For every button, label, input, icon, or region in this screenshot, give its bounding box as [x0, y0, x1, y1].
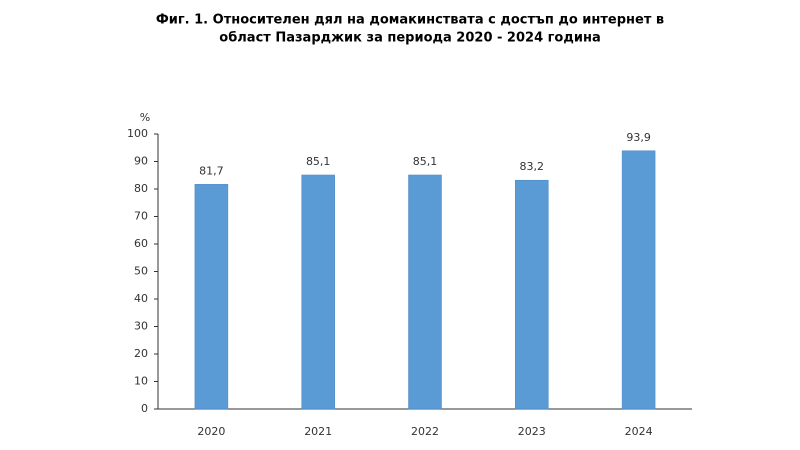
- chart-title: област Пазарджик за периода 2020 - 2024 …: [219, 31, 600, 46]
- value-label: 85,1: [413, 155, 438, 168]
- x-tick-label: 2023: [518, 425, 546, 438]
- y-tick-label: 80: [134, 182, 148, 195]
- bar: [515, 179, 549, 410]
- x-tick-label: 2020: [197, 425, 225, 438]
- value-label: 93,9: [626, 131, 651, 144]
- x-tick-label: 2024: [625, 425, 653, 438]
- y-tick-label: 100: [127, 127, 148, 140]
- y-axis-label: %: [140, 111, 150, 124]
- y-tick-label: 50: [134, 265, 148, 278]
- y-tick-label: 10: [134, 375, 148, 388]
- bar: [194, 184, 229, 410]
- value-label: 85,1: [306, 155, 331, 168]
- bar: [621, 150, 656, 410]
- y-tick-label: 90: [134, 155, 148, 168]
- y-tick-label: 20: [134, 347, 148, 360]
- chart-title: Фиг. 1. Относителен дял на домакинствата…: [156, 13, 664, 28]
- value-label: 81,7: [199, 164, 224, 177]
- y-tick-label: 70: [134, 210, 148, 223]
- value-label: 83,2: [520, 160, 545, 173]
- y-tick-label: 0: [141, 402, 148, 415]
- y-tick-label: 40: [134, 292, 148, 305]
- bar: [408, 174, 442, 410]
- x-tick-label: 2021: [304, 425, 332, 438]
- bar: [301, 174, 335, 410]
- y-tick-label: 60: [134, 237, 148, 250]
- x-tick-label: 2022: [411, 425, 439, 438]
- y-tick-label: 30: [134, 320, 148, 333]
